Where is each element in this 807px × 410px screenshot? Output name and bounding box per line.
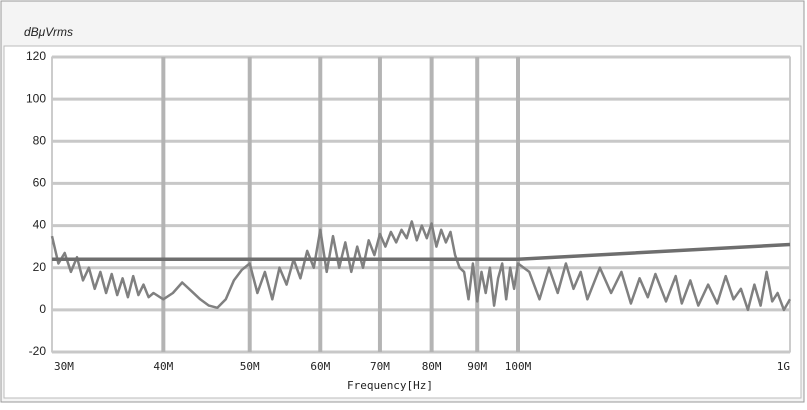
- x-tick-label: 60M: [310, 360, 330, 373]
- x-tick-label: 70M: [370, 360, 390, 373]
- x-tick-label: 50M: [240, 360, 260, 373]
- x-tick-label: 30M: [54, 360, 74, 373]
- x-tick-label: 90M: [467, 360, 487, 373]
- y-tick-label: 0: [39, 302, 46, 316]
- y-tick-label: 40: [33, 218, 47, 232]
- y-tick-label: 120: [26, 49, 46, 63]
- series-line: [50, 220, 792, 312]
- y-axis-label: dBμVrms: [24, 25, 73, 39]
- y-tick-label: 100: [26, 91, 46, 105]
- y-tick-label: 60: [33, 176, 47, 190]
- x-tick-label: 100M: [505, 360, 532, 373]
- y-tick-label: -20: [29, 344, 47, 358]
- series-line: [52, 242, 791, 262]
- x-tick-label: 80M: [422, 360, 442, 373]
- x-axis-label: Frequency[Hz]: [347, 379, 433, 392]
- x-tick-label: 40M: [153, 360, 173, 373]
- y-tick-label: 80: [33, 133, 47, 147]
- y-tick-label: 20: [33, 260, 47, 274]
- x-tick-label: 1G: [777, 360, 790, 373]
